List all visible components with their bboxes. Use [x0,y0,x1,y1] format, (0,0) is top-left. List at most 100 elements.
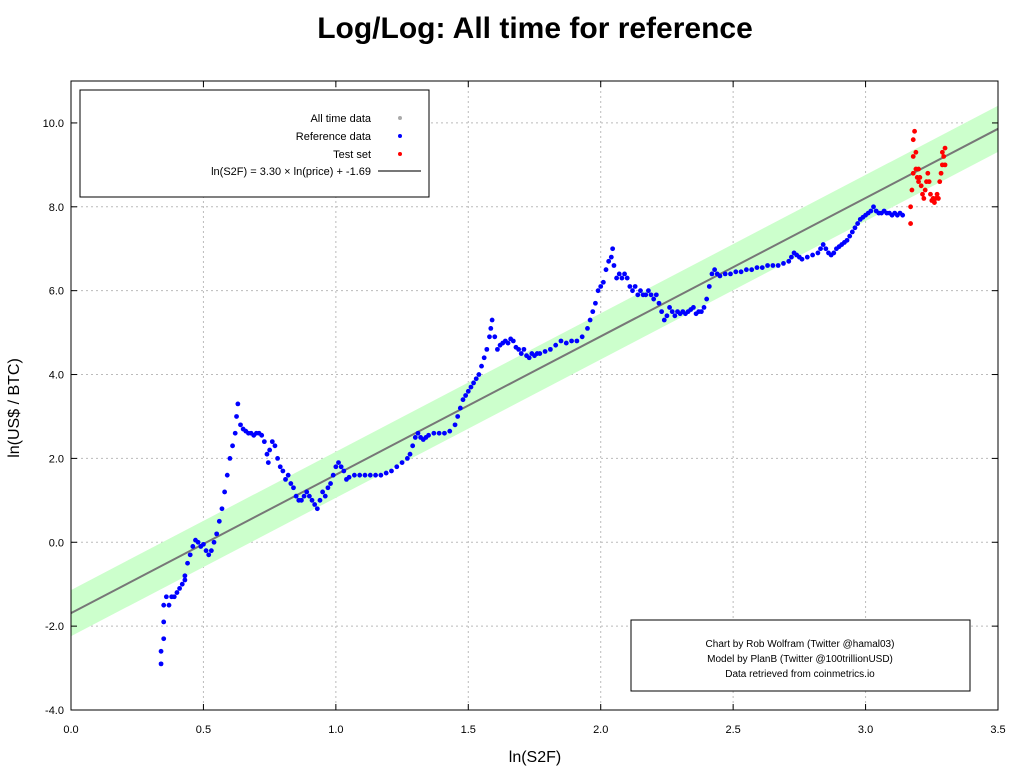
reference-data-point [378,472,384,478]
y-tick-label: 0.0 [49,537,64,549]
legend-label-fit-line: ln(S2F) = 3.30 × ln(price) + -1.69 [211,166,371,178]
legend-label-reference: Reference data [296,131,372,143]
reference-data-point [362,472,368,478]
reference-data-point [455,414,461,419]
reference-data-point [600,279,606,285]
reference-data-point [728,271,733,277]
y-tick-label: 2.0 [49,453,64,465]
reference-data-point [667,305,672,310]
x-tick-label: 3.5 [990,724,1005,736]
reference-data-point [754,265,760,271]
x-tick-label: 1.5 [461,724,476,736]
reference-data-point [182,577,188,583]
reference-data-point [341,468,347,474]
reference-data-point [330,472,336,478]
reference-data-point [820,242,826,247]
reference-data-point [346,474,352,480]
reference-data-point [669,309,675,315]
reference-data-point [661,317,667,323]
reference-data-point [590,309,596,315]
reference-data-point [518,351,524,356]
x-tick-label: 2.0 [593,724,608,736]
reference-data-point [259,432,265,438]
reference-data-point [206,552,212,558]
reference-data-point [704,296,710,302]
reference-data-point [269,439,275,445]
test-set-point [936,196,941,201]
reference-data-point [852,225,858,231]
reference-data-point [481,355,487,361]
reference-data-point [272,443,278,449]
reference-data-point [645,288,651,294]
chart-title: Log/Log: All time for reference [317,12,753,45]
reference-data-point [775,263,781,268]
credit-box: Chart by Rob Wolfram (Twitter @hamal03) … [630,619,971,692]
reference-data-point [526,355,532,361]
y-axis-label: ln(US$ / BTC) [6,358,23,458]
test-set-point [928,191,933,197]
x-tick-label: 0.5 [196,724,211,736]
test-set-point [932,200,937,206]
reference-data-point [161,619,167,625]
test-set-point [942,162,948,168]
test-set-point [926,179,932,185]
reference-data-point [201,541,206,547]
reference-data-point [722,271,728,277]
x-axis-label: ln(S2F) [509,749,561,766]
reference-data-point [224,472,230,478]
reference-data-point [488,326,494,331]
reference-data-point [622,271,627,277]
reference-data-point [312,502,318,507]
reference-data-point [261,439,267,445]
reference-data-point [770,263,776,268]
reference-data-point [611,263,617,268]
reference-data-point [161,602,167,608]
reference-data-point [868,208,874,214]
reference-data-point [579,334,585,340]
reference-data-point [399,460,405,465]
reference-data-point [638,288,643,294]
x-tick-label: 0.0 [63,724,78,736]
reference-data-point [900,212,906,218]
reference-data-point [195,539,201,545]
x-tick-label: 1.0 [328,724,343,736]
reference-data-point [216,518,222,524]
legend: All time data Reference data Test set ln… [79,89,430,198]
test-set-point [937,179,943,185]
reference-data-point [235,401,241,407]
reference-data-point [487,334,492,340]
test-set-point [938,170,944,176]
reference-data-point [394,464,400,470]
test-set-point [910,170,916,176]
reference-data-point [185,560,190,566]
reference-data-point [849,229,855,235]
reference-data-point [733,269,739,275]
reference-data-point [765,263,770,268]
reference-data-point [214,531,220,537]
test-set-point [916,166,921,172]
reference-data-point [317,497,323,503]
reference-data-point [320,489,326,495]
legend-label-all-time: All time data [310,113,371,125]
test-set-point [920,191,925,197]
reference-data-point [187,552,193,558]
reference-data-point [275,456,280,461]
reference-data-point [174,590,180,595]
reference-data-point [234,414,239,419]
legend-marker-test-set [398,152,402,156]
legend-marker-reference [398,134,402,138]
test-set-point [908,221,913,226]
reference-data-point [208,548,214,554]
reference-data-point [158,648,164,654]
reference-data-point [691,305,696,310]
reference-data-point [426,432,431,438]
reference-data-point [749,267,755,273]
reference-data-point [222,489,228,495]
fit-line [70,127,999,615]
reference-data-point [211,539,217,545]
reference-data-point [759,265,765,271]
reference-data-point [648,292,654,298]
reference-data-point [563,340,569,346]
reference-data-point [463,393,469,398]
reference-data-point [179,581,185,587]
